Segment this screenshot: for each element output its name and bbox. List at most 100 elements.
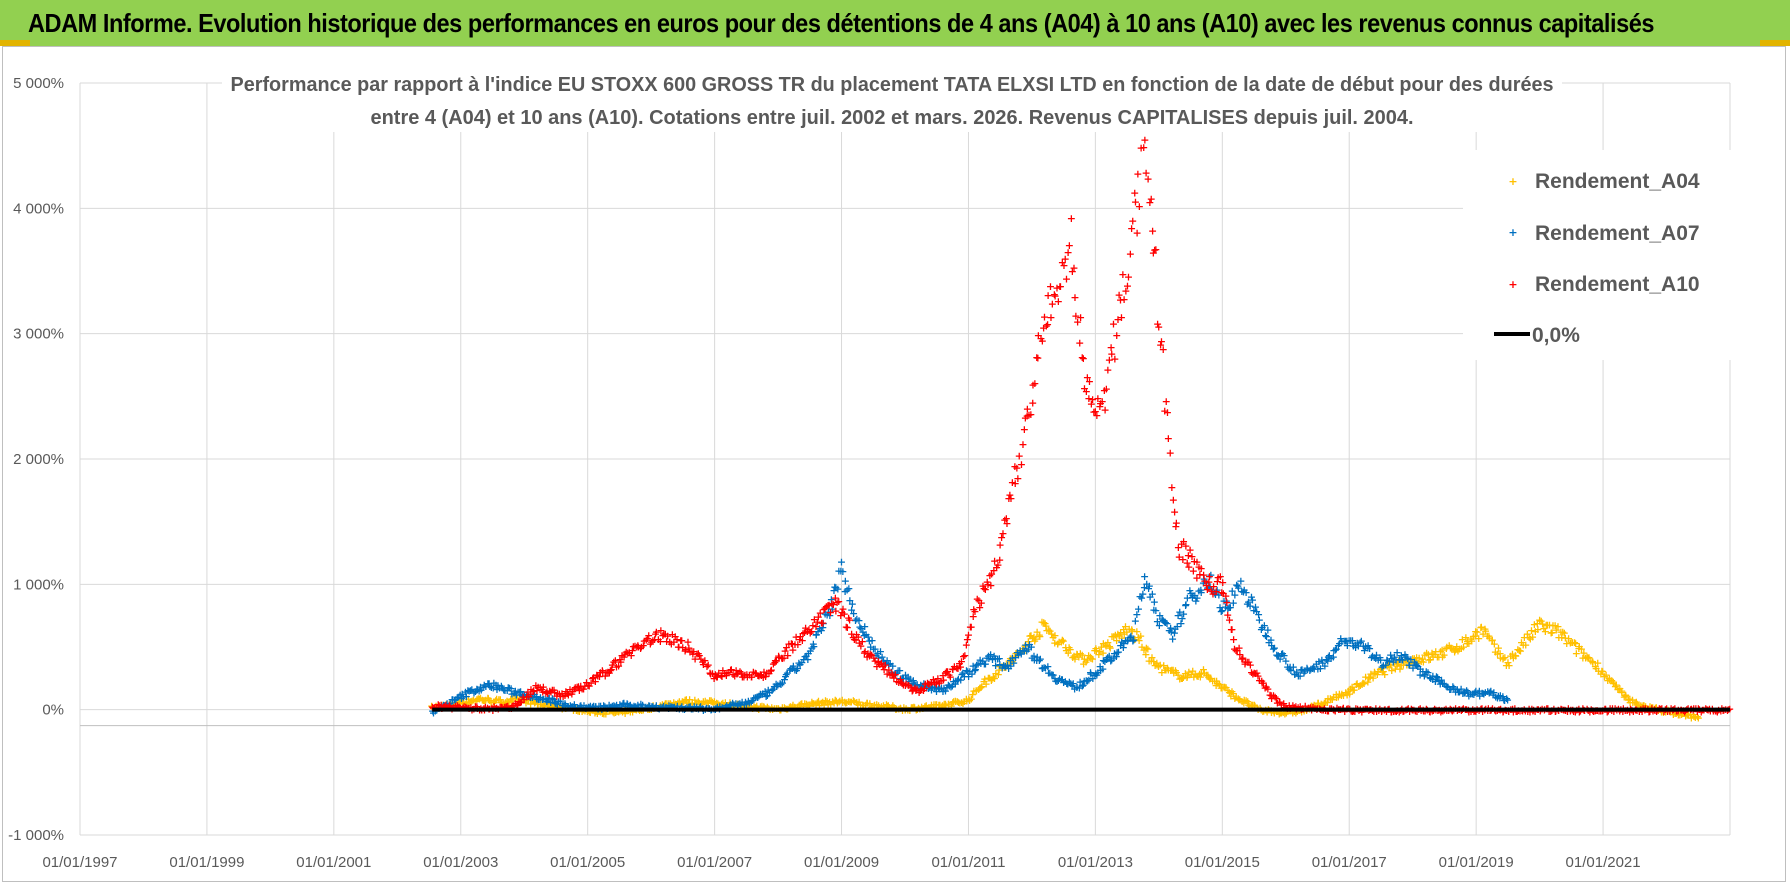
data-point: + [1488, 689, 1497, 702]
data-point: + [618, 706, 627, 719]
data-point: + [1516, 645, 1525, 658]
data-point: + [1155, 609, 1164, 622]
data-point: + [968, 688, 977, 701]
data-point: + [741, 698, 750, 711]
data-point: + [490, 696, 499, 709]
data-point: + [1426, 672, 1435, 685]
data-point: + [1366, 668, 1375, 681]
data-point: + [1485, 631, 1494, 644]
data-point: + [526, 698, 535, 711]
data-point: + [908, 701, 917, 714]
data-point: + [1252, 605, 1261, 618]
data-point: + [832, 695, 841, 708]
data-point: + [770, 680, 779, 693]
data-point: + [1123, 634, 1132, 647]
data-point: + [436, 699, 445, 712]
data-point: + [1199, 577, 1208, 590]
data-point: + [824, 606, 833, 619]
data-point: + [680, 694, 689, 707]
data-point: + [786, 662, 795, 675]
data-point: + [710, 695, 719, 708]
data-point: + [1199, 663, 1208, 676]
data-point: + [899, 672, 908, 685]
data-point: + [1235, 693, 1244, 706]
data-point: + [981, 678, 990, 691]
data-point: + [1218, 604, 1227, 617]
data-point: + [657, 701, 666, 714]
data-point: + [1119, 637, 1128, 650]
data-point: + [1321, 696, 1330, 709]
data-point: + [1561, 631, 1570, 644]
data-point: + [607, 701, 616, 714]
data-point: + [1489, 686, 1498, 699]
data-point: + [625, 699, 634, 712]
data-point: + [1418, 652, 1427, 665]
data-point: + [1161, 664, 1170, 677]
data-point: + [864, 631, 873, 644]
data-point: + [1088, 652, 1097, 665]
data-point: + [1443, 681, 1452, 694]
data-point: + [692, 697, 701, 710]
data-point: + [1178, 672, 1187, 685]
data-point: + [1348, 634, 1357, 647]
data-point: + [640, 701, 649, 714]
data-point: + [1220, 681, 1229, 694]
data-point: + [641, 701, 650, 714]
data-point: + [1479, 687, 1488, 700]
data-point: + [1140, 581, 1149, 594]
data-point: + [745, 696, 754, 709]
data-point: + [606, 700, 615, 713]
data-point: + [1212, 675, 1221, 688]
data-point: + [1233, 580, 1242, 593]
data-point: + [1448, 680, 1457, 693]
data-point: + [1286, 664, 1295, 677]
data-point: + [856, 698, 865, 711]
data-point: + [1009, 657, 1018, 670]
data-point: + [516, 696, 525, 709]
data-point: + [1425, 671, 1434, 684]
data-point: + [1346, 634, 1355, 647]
data-point: + [1691, 711, 1700, 724]
data-point: + [945, 680, 954, 693]
data-point: + [442, 700, 451, 713]
data-point: + [1412, 651, 1421, 664]
data-point: + [1107, 630, 1116, 643]
data-point: + [1397, 649, 1406, 662]
data-point: + [1245, 700, 1254, 713]
data-point: + [1416, 662, 1425, 675]
data-point: + [495, 700, 504, 713]
data-point: + [834, 695, 843, 708]
data-point: + [803, 653, 812, 666]
data-point: + [1605, 672, 1614, 685]
data-point: + [504, 681, 513, 694]
data-point: + [1442, 642, 1451, 655]
data-point: + [584, 701, 593, 714]
data-point: + [1434, 674, 1443, 687]
data-point: + [1517, 636, 1526, 649]
data-point: + [879, 699, 888, 712]
data-point: + [609, 699, 618, 712]
data-point: + [498, 682, 507, 695]
data-point: + [598, 707, 607, 720]
data-point: + [1085, 375, 1094, 388]
data-point: + [1408, 661, 1417, 674]
data-point: + [1577, 643, 1586, 656]
data-point: + [1520, 631, 1529, 644]
data-point: + [1432, 670, 1441, 683]
data-point: + [450, 693, 459, 706]
data-point: + [543, 697, 552, 710]
data-point: + [1408, 652, 1417, 665]
data-point: + [1277, 648, 1286, 661]
data-point: + [1500, 651, 1509, 664]
data-point: + [1191, 594, 1200, 607]
data-point: + [1347, 680, 1356, 693]
data-point: + [696, 700, 705, 713]
data-point: + [528, 691, 537, 704]
data-point: + [1095, 660, 1104, 673]
data-point: + [542, 695, 551, 708]
data-point: + [672, 698, 681, 711]
data-point: + [679, 695, 688, 708]
data-point: + [1694, 711, 1703, 724]
data-point: + [1463, 637, 1472, 650]
data-point: + [962, 664, 971, 677]
